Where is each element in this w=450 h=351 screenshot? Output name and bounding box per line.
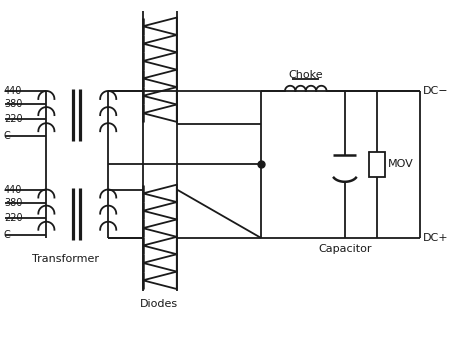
Text: Diodes: Diodes [140, 298, 179, 309]
Text: 380: 380 [4, 198, 22, 208]
Text: Capacitor: Capacitor [318, 244, 372, 254]
Text: Choke: Choke [288, 69, 323, 80]
Bar [369, 152, 384, 177]
Text: DC+: DC+ [423, 233, 449, 243]
Text: C: C [4, 230, 11, 240]
Text: DC−: DC− [423, 86, 449, 96]
Text: 440: 440 [4, 86, 22, 96]
Text: C: C [4, 131, 11, 141]
Text: 380: 380 [4, 99, 22, 110]
Text: 220: 220 [4, 212, 22, 223]
Text: MOV: MOV [387, 159, 413, 170]
Text: Transformer: Transformer [32, 254, 99, 264]
Text: 440: 440 [4, 185, 22, 194]
Text: 220: 220 [4, 114, 22, 124]
